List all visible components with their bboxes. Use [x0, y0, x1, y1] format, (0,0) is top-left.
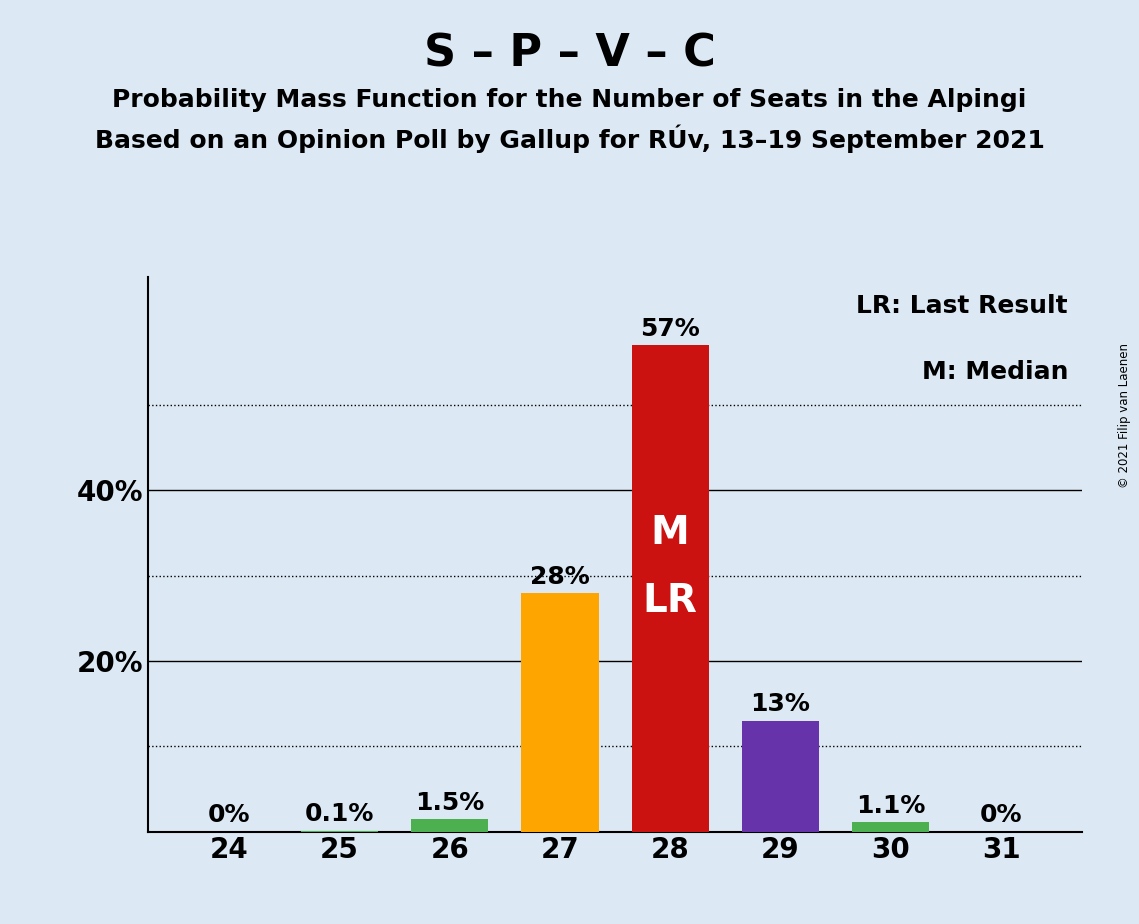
Text: LR: Last Result: LR: Last Result — [857, 294, 1068, 318]
Bar — [632, 346, 708, 832]
Text: M: M — [650, 514, 689, 552]
Text: Based on an Opinion Poll by Gallup for RÚv, 13–19 September 2021: Based on an Opinion Poll by Gallup for R… — [95, 125, 1044, 153]
Bar — [522, 593, 598, 832]
Text: 1.5%: 1.5% — [415, 791, 484, 815]
Text: 13%: 13% — [751, 692, 811, 716]
Text: 0.1%: 0.1% — [305, 802, 374, 826]
Text: S – P – V – C: S – P – V – C — [424, 32, 715, 76]
Text: 0%: 0% — [208, 803, 251, 827]
Text: Probability Mass Function for the Number of Seats in the Alpingi: Probability Mass Function for the Number… — [113, 88, 1026, 112]
Text: © 2021 Filip van Laenen: © 2021 Filip van Laenen — [1118, 344, 1131, 488]
Bar — [411, 819, 489, 832]
Bar — [741, 721, 819, 832]
Text: LR: LR — [642, 582, 697, 620]
Text: 57%: 57% — [640, 317, 700, 341]
Text: 28%: 28% — [530, 565, 590, 589]
Text: 0%: 0% — [980, 803, 1022, 827]
Bar — [852, 822, 929, 832]
Text: M: Median: M: Median — [921, 360, 1068, 384]
Text: 1.1%: 1.1% — [857, 794, 925, 818]
